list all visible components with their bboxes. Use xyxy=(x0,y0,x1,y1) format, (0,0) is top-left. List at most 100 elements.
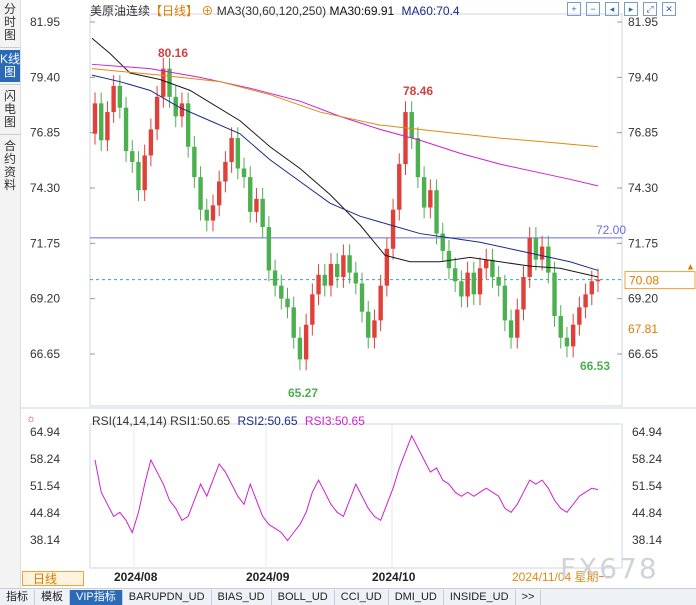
candle xyxy=(452,268,458,282)
chart-toolbar: + − ◂ ▸ ⤢ ✕ xyxy=(562,1,676,16)
candle xyxy=(148,129,154,156)
candle xyxy=(508,320,514,338)
ma120-line xyxy=(91,63,599,187)
tab-dmi[interactable]: DMI_UD xyxy=(389,590,444,605)
rsi-tick-label-left: 38.14 xyxy=(30,533,60,547)
candle xyxy=(223,161,228,182)
tab-inside[interactable]: INSIDE_UD xyxy=(444,590,516,605)
left-icon[interactable]: ◂ xyxy=(605,2,619,16)
tab-flash[interactable]: 闪电图 xyxy=(3,89,16,129)
candle xyxy=(260,198,265,228)
candle xyxy=(440,233,445,251)
rsi-label: RSI(14,14,14) xyxy=(92,414,167,428)
candle xyxy=(496,276,501,286)
candle xyxy=(490,259,495,277)
period-tag[interactable]: 【日线】 xyxy=(150,4,199,18)
expand-icon[interactable]: ⤢ xyxy=(643,2,657,16)
candle xyxy=(446,250,452,269)
annot-high2: 78.46 xyxy=(403,84,433,98)
indicator-tabs: 指标 模板 VIP指标 BARUPDN_UD BIAS_UD BOLL_UD CCI_UD D… xyxy=(0,588,696,605)
ma-tag-label: 67.81 xyxy=(628,322,658,336)
right-icon[interactable]: ▸ xyxy=(624,2,638,16)
candle xyxy=(272,270,278,286)
tab-contract-info[interactable]: 合约资料 xyxy=(3,139,16,192)
period-button[interactable]: 日线 xyxy=(22,571,84,586)
tab-more[interactable]: >> xyxy=(516,590,542,605)
tab-bias[interactable]: BIAS_UD xyxy=(212,590,272,605)
candle xyxy=(428,190,433,208)
y-tick-label-left: 66.65 xyxy=(30,347,60,361)
candle xyxy=(421,177,427,208)
rsi-tick-label-right: 58.24 xyxy=(632,452,662,466)
watermark: FX678 xyxy=(560,552,659,585)
candle xyxy=(192,146,197,178)
candle xyxy=(415,138,421,178)
rsi-tick-label-left: 44.84 xyxy=(30,506,60,520)
last-price-box xyxy=(624,271,696,290)
candle xyxy=(384,248,390,286)
add-icon[interactable]: + xyxy=(567,2,581,16)
x-label: 2024/09 xyxy=(246,570,290,584)
candle xyxy=(185,103,191,147)
candle xyxy=(359,283,365,312)
rsi-line xyxy=(94,434,599,542)
minus-icon[interactable]: − xyxy=(586,2,600,16)
tab-indicator[interactable]: 指标 xyxy=(0,590,35,605)
candle xyxy=(372,320,377,338)
y-tick-label-left: 81.95 xyxy=(30,15,60,29)
y-tick-label-left: 71.75 xyxy=(30,236,60,250)
candle xyxy=(546,246,551,273)
rsi3-value: RSI3:50.65 xyxy=(304,414,365,428)
candle xyxy=(595,279,601,282)
candle xyxy=(378,285,383,321)
tab-kline[interactable]: K线图 xyxy=(0,50,20,82)
rsi-tick-label-right: 44.84 xyxy=(632,506,662,520)
candle xyxy=(111,86,116,113)
candle xyxy=(521,276,526,310)
candle xyxy=(322,274,327,286)
candle xyxy=(241,168,247,178)
rsi-tick-label-left: 64.94 xyxy=(30,425,60,439)
candle xyxy=(583,294,588,308)
x-label: 2024/08 xyxy=(114,570,158,584)
annot-low1: 65.27 xyxy=(288,386,318,400)
tab-template[interactable]: 模板 xyxy=(35,590,70,605)
candle xyxy=(92,103,98,134)
rsi-tick-label-right: 64.94 xyxy=(632,425,662,439)
ma60-value: MA60:70.4 xyxy=(401,4,460,18)
ma60-line xyxy=(91,74,599,271)
candle xyxy=(316,274,321,295)
rsi-tick-label-right: 51.54 xyxy=(632,479,662,493)
candle xyxy=(484,259,489,269)
candle xyxy=(366,311,371,338)
candle xyxy=(353,272,359,284)
settings-icon[interactable]: ⊕ xyxy=(201,4,214,18)
last-price-label: 70.08 xyxy=(629,274,659,288)
y-tick-label-left: 76.85 xyxy=(30,126,60,140)
kline-chart[interactable]: ☼ 81.95 81.95 79.40 79.40 76.85 76.85 74.30 74.3… xyxy=(0,0,696,588)
candle xyxy=(558,316,563,338)
candle xyxy=(130,151,135,162)
tab-vip-indicator[interactable]: VIP指标 xyxy=(70,590,123,605)
candle xyxy=(105,112,110,141)
candle xyxy=(179,103,185,117)
price-panel-frame xyxy=(89,13,623,407)
tab-barupdn[interactable]: BARUPDN_UD xyxy=(123,590,212,605)
candle xyxy=(216,181,222,206)
candle xyxy=(570,324,576,347)
x-label: 2024/10 xyxy=(372,570,416,584)
y-tick-label-left: 69.20 xyxy=(30,292,60,306)
close-icon[interactable]: ✕ xyxy=(662,2,676,16)
rsi-panel-frame xyxy=(89,423,623,569)
tab-boll[interactable]: BOLL_UD xyxy=(272,590,335,605)
candle xyxy=(248,177,253,212)
tab-timeshare[interactable]: 分时图 xyxy=(3,2,16,42)
ma-label: MA3(30,60,120,250) xyxy=(216,4,327,18)
candle xyxy=(341,255,346,277)
tab-cci[interactable]: CCI_UD xyxy=(335,590,389,605)
candle xyxy=(539,246,545,260)
candle xyxy=(328,263,334,286)
instrument-name: 美原油连续 xyxy=(90,4,151,18)
candle xyxy=(403,112,408,165)
candle xyxy=(136,161,141,191)
